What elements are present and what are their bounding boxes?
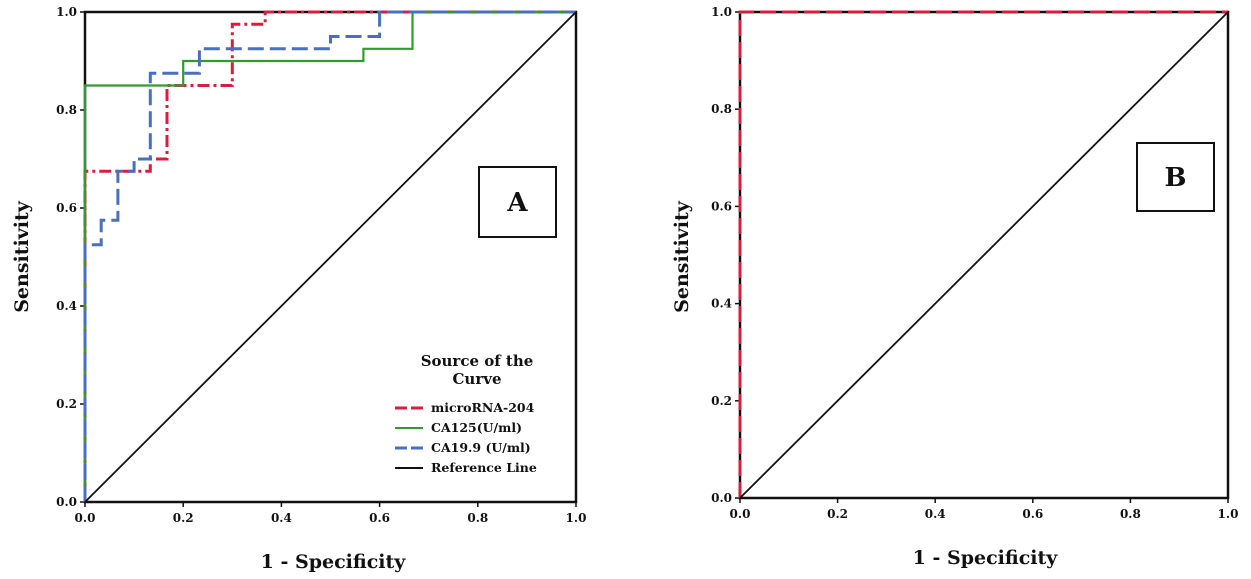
y-tick-label: 0.6 [711,199,732,213]
x-tick-label: 1.0 [566,511,587,525]
panel-label: B [1165,163,1187,193]
y-tick-label: 1.0 [56,5,77,19]
x-axis-title: 1 - Specificity [261,551,407,573]
y-tick-label: 0.2 [56,397,77,411]
legend-entry-label: microRNA-204 [431,400,535,415]
y-tick-label: 0.8 [56,103,77,117]
x-tick-label: 0.2 [173,511,194,525]
y-axis-title: Sensitivity [11,200,33,313]
y-axis-title: Sensitivity [671,200,693,313]
y-tick-label: 0.2 [711,394,732,408]
y-tick-label: 0.0 [56,495,77,509]
x-tick-label: 0.8 [467,511,488,525]
series-line-microrna-204 [83,10,576,502]
x-tick-label: 0.8 [1120,507,1141,521]
legend-title-line: Source of the [421,352,534,370]
panel-label: A [506,188,528,218]
x-tick-label: 0.6 [369,511,390,525]
x-tick-label: 0.4 [271,511,292,525]
y-tick-label: 1.0 [711,5,732,19]
x-tick-label: 0.4 [925,507,946,521]
legend-entry-label: CA125(U/ml) [431,420,522,435]
series-line-reference-line [84,11,577,503]
panel-label-box [1136,142,1215,212]
legend-entry-label: Reference Line [431,460,537,475]
y-tick-label: 0.0 [711,491,732,505]
x-axis-title: 1 - Specificity [913,547,1059,569]
roc-panel-a: 0.0 0.2 0.4 0.6 0.8 1.0 0.0 0.2 0.4 0.6 0.8 1.0 1 - … [11,5,586,573]
y-tick-label: 0.4 [711,297,732,311]
y-tick-label: 0.8 [711,102,732,116]
legend-entry-label: CA19.9 (U/ml) [431,440,531,455]
roc-panel-b: 0.0 0.2 0.4 0.6 0.8 1.0 0.0 0.2 0.4 0.6 0.8 1.0 1 - … [671,5,1238,569]
panel-label-box [478,166,557,238]
x-tick-label: 0.6 [1022,507,1043,521]
x-tick-label: 0.0 [730,507,751,521]
y-tick-label: 0.6 [56,201,77,215]
series-line-series-1 [739,11,1229,499]
x-tick-label: 1.0 [1218,507,1239,521]
legend-title-line: Curve [452,370,501,388]
y-tick-label: 0.4 [56,299,77,313]
x-tick-label: 0.0 [75,511,96,525]
series-line-series-0 [738,10,1228,498]
x-tick-label: 0.2 [827,507,848,521]
series-line-ca19-9-u-ml [83,10,576,502]
series-line-ca125-u-ml [83,10,576,502]
